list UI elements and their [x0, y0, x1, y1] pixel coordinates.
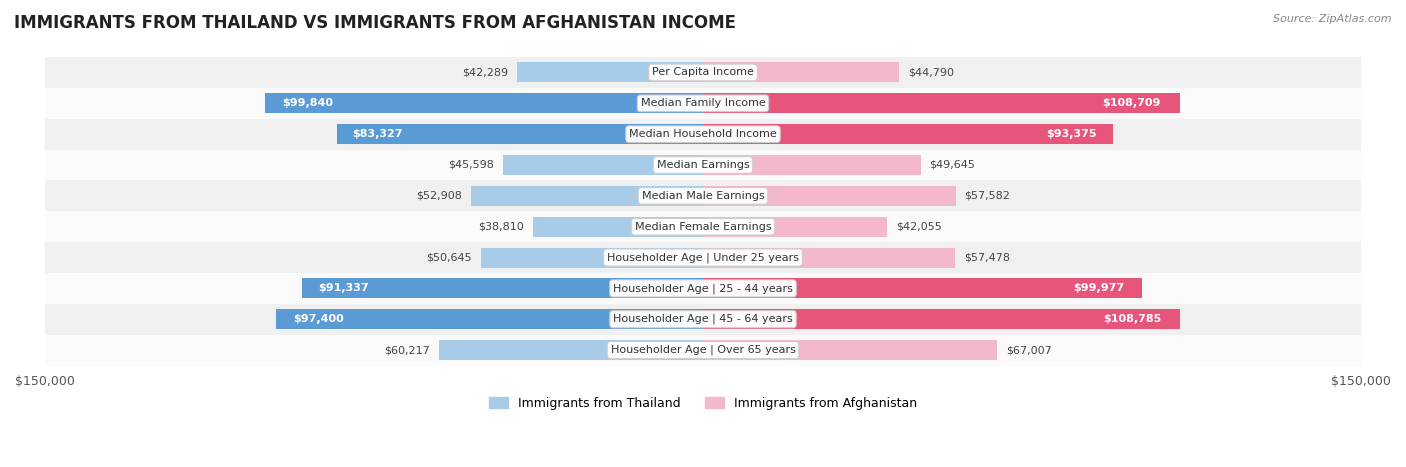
Text: $99,977: $99,977 [1073, 283, 1123, 293]
Bar [703, 340, 997, 360]
Bar [471, 186, 703, 206]
Text: Householder Age | 45 - 64 years: Householder Age | 45 - 64 years [613, 314, 793, 325]
Text: Householder Age | Over 65 years: Householder Age | Over 65 years [610, 345, 796, 355]
Text: $91,337: $91,337 [318, 283, 368, 293]
Text: Median Family Income: Median Family Income [641, 98, 765, 108]
Text: $38,810: $38,810 [478, 222, 524, 232]
Text: $57,582: $57,582 [965, 191, 1011, 201]
Bar [703, 93, 1180, 113]
Text: $60,217: $60,217 [384, 345, 430, 355]
Bar [45, 273, 1361, 304]
Bar [703, 248, 955, 268]
Text: Per Capita Income: Per Capita Income [652, 67, 754, 78]
Bar [45, 57, 1361, 88]
Bar [45, 88, 1361, 119]
Text: $99,840: $99,840 [283, 98, 333, 108]
Bar [45, 304, 1361, 335]
Bar [703, 278, 1142, 298]
Text: $50,645: $50,645 [426, 253, 472, 262]
Bar [264, 93, 703, 113]
Text: IMMIGRANTS FROM THAILAND VS IMMIGRANTS FROM AFGHANISTAN INCOME: IMMIGRANTS FROM THAILAND VS IMMIGRANTS F… [14, 14, 737, 32]
Bar [45, 149, 1361, 180]
Text: $108,785: $108,785 [1102, 314, 1161, 324]
Text: $57,478: $57,478 [965, 253, 1010, 262]
Bar [439, 340, 703, 360]
Text: $97,400: $97,400 [292, 314, 343, 324]
Bar [276, 309, 703, 329]
Bar [703, 186, 956, 206]
Bar [703, 124, 1112, 144]
Bar [45, 180, 1361, 211]
Bar [45, 119, 1361, 149]
Bar [45, 242, 1361, 273]
Bar [302, 278, 703, 298]
Text: $67,007: $67,007 [1005, 345, 1052, 355]
Text: $42,055: $42,055 [896, 222, 942, 232]
Text: Householder Age | 25 - 44 years: Householder Age | 25 - 44 years [613, 283, 793, 294]
Text: $44,790: $44,790 [908, 67, 955, 78]
Bar [517, 63, 703, 83]
Text: Median Earnings: Median Earnings [657, 160, 749, 170]
Text: $42,289: $42,289 [463, 67, 509, 78]
Bar [481, 248, 703, 268]
Text: $108,709: $108,709 [1102, 98, 1161, 108]
Text: $52,908: $52,908 [416, 191, 463, 201]
Text: $83,327: $83,327 [352, 129, 402, 139]
Bar [703, 155, 921, 175]
Text: Median Male Earnings: Median Male Earnings [641, 191, 765, 201]
Bar [45, 211, 1361, 242]
Bar [703, 63, 900, 83]
Bar [703, 217, 887, 237]
Bar [703, 309, 1180, 329]
Legend: Immigrants from Thailand, Immigrants from Afghanistan: Immigrants from Thailand, Immigrants fro… [484, 392, 922, 415]
Text: Median Female Earnings: Median Female Earnings [634, 222, 772, 232]
Text: $49,645: $49,645 [929, 160, 976, 170]
Bar [503, 155, 703, 175]
Text: Median Household Income: Median Household Income [628, 129, 778, 139]
Text: Householder Age | Under 25 years: Householder Age | Under 25 years [607, 252, 799, 263]
Text: $93,375: $93,375 [1046, 129, 1097, 139]
Bar [337, 124, 703, 144]
Text: $45,598: $45,598 [449, 160, 494, 170]
Bar [45, 335, 1361, 366]
Bar [533, 217, 703, 237]
Text: Source: ZipAtlas.com: Source: ZipAtlas.com [1274, 14, 1392, 24]
